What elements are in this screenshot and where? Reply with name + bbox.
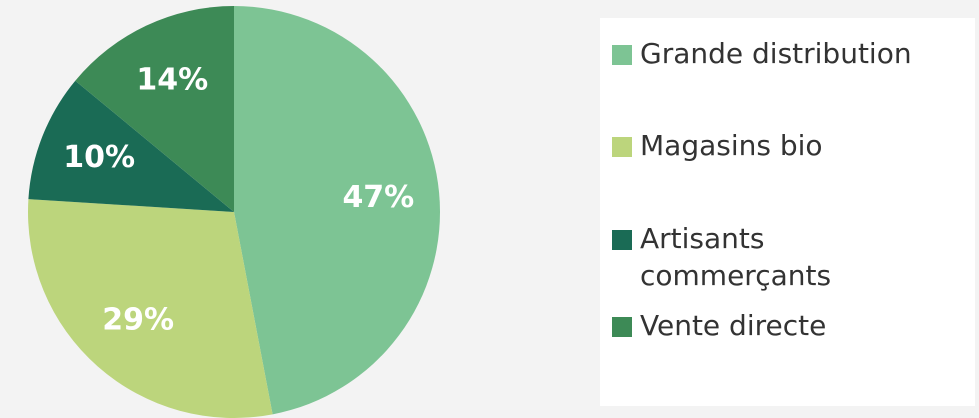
legend-label: Grande distribution (640, 37, 912, 70)
pie-slice (75, 6, 235, 212)
legend-swatch (612, 230, 632, 250)
value-label: 29% (102, 302, 174, 337)
legend-swatch (612, 137, 632, 157)
legend-swatch (612, 317, 632, 337)
pie-slice (234, 6, 440, 415)
legend-box (600, 18, 975, 406)
legend-swatch (612, 45, 632, 65)
value-label: 14% (136, 62, 208, 97)
value-label: 47% (342, 180, 414, 215)
value-label: 10% (63, 140, 135, 175)
pie-slice (28, 80, 234, 212)
pie-slice (28, 199, 273, 418)
legend-label: Magasins bio (640, 129, 823, 162)
legend-label: Vente directe (640, 309, 826, 342)
legend-label: Artisants commerçants (640, 222, 831, 292)
